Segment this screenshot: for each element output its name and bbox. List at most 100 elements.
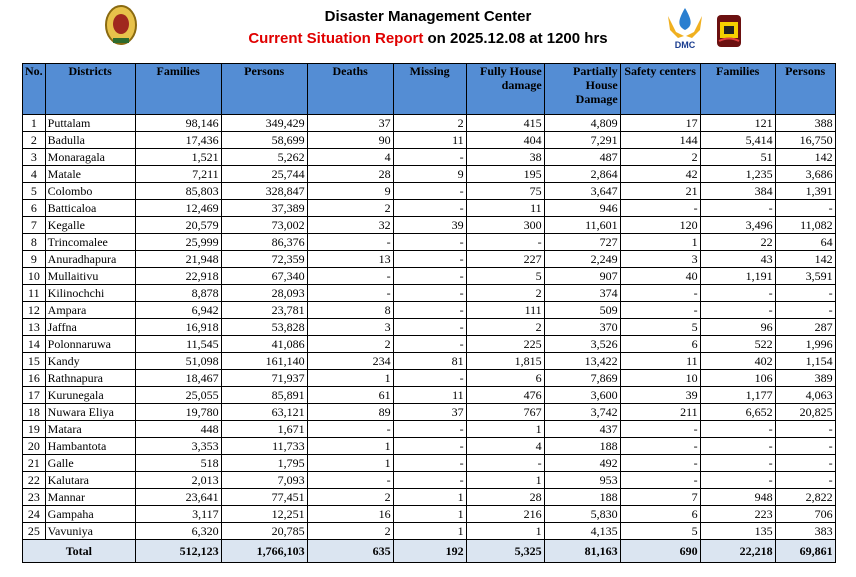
- table-cell: 1,815: [465, 352, 545, 370]
- column-header: Families: [134, 63, 222, 115]
- table-cell: 16,750: [774, 131, 836, 149]
- sri-lanka-emblem-icon: [105, 5, 137, 45]
- table-cell: 21: [619, 182, 701, 200]
- table-row: 1 Puttalam 98,146 349,429 37 2 415 4,809 17 121 38…: [22, 114, 836, 132]
- table-cell: 225: [465, 335, 545, 353]
- table-cell: 2: [619, 148, 701, 166]
- table-row: 3 Monaragala 1,521 5,262 4-38 487 2 51 142: [22, 148, 836, 166]
- table-cell: 106: [699, 369, 776, 387]
- district-name: Puttalam: [44, 114, 136, 132]
- table-row: 7 Kegalle 20,579 73,002 32 39 300 11,601 120 3,49…: [22, 216, 836, 234]
- table-cell: -: [465, 233, 545, 251]
- table-cell: 19,780: [134, 403, 222, 421]
- row-number: 9: [22, 250, 46, 268]
- table-cell: 1,521: [134, 148, 222, 166]
- table-cell: 727: [543, 233, 621, 251]
- table-cell: -: [392, 335, 467, 353]
- table-cell: 135: [699, 522, 776, 540]
- table-cell: 90: [306, 131, 394, 149]
- table-cell: 404: [465, 131, 545, 149]
- table-cell: 142: [774, 148, 836, 166]
- table-cell: 3,353: [134, 437, 222, 455]
- table-cell: 2: [465, 284, 545, 302]
- row-number: 12: [22, 301, 46, 319]
- total-label: Total: [22, 539, 136, 563]
- table-cell: 2: [306, 522, 394, 540]
- table-header-row: No. Districts Families Persons Deaths Missing…: [22, 63, 836, 115]
- table-cell: 86,376: [220, 233, 308, 251]
- table-cell: 7: [619, 488, 701, 506]
- table-cell: 5,830: [543, 505, 621, 523]
- total-cell: 5,325: [465, 539, 545, 563]
- district-name: Batticaloa: [44, 199, 136, 217]
- table-cell: 7,093: [220, 471, 308, 489]
- table-cell: 328,847: [220, 182, 308, 200]
- table-cell: 487: [543, 148, 621, 166]
- table-cell: 223: [699, 505, 776, 523]
- table-cell: 476: [465, 386, 545, 404]
- table-cell: 16,918: [134, 318, 222, 336]
- table-cell: 28: [465, 488, 545, 506]
- column-header: No.: [22, 63, 46, 115]
- table-cell: 3,647: [543, 182, 621, 200]
- district-name: Kurunegala: [44, 386, 136, 404]
- table-cell: -: [774, 471, 836, 489]
- table-cell: 767: [465, 403, 545, 421]
- row-number: 8: [22, 233, 46, 251]
- row-number: 4: [22, 165, 46, 183]
- table-cell: -: [392, 471, 467, 489]
- table-cell: 1: [465, 471, 545, 489]
- table-cell: 287: [774, 318, 836, 336]
- table-cell: 63,121: [220, 403, 308, 421]
- table-cell: 12,469: [134, 199, 222, 217]
- table-cell: 144: [619, 131, 701, 149]
- table-cell: -: [392, 318, 467, 336]
- table-cell: 13: [306, 250, 394, 268]
- district-name: Badulla: [44, 131, 136, 149]
- table-cell: 72,359: [220, 250, 308, 268]
- row-number: 13: [22, 318, 46, 336]
- row-number: 24: [22, 505, 46, 523]
- row-number: 10: [22, 267, 46, 285]
- table-cell: 89: [306, 403, 394, 421]
- table-cell: 1: [392, 522, 467, 540]
- table-row: 11 Kilinochchi 8,878 28,093- -2 374- - -: [22, 284, 836, 302]
- district-name: Mannar: [44, 488, 136, 506]
- table-cell: 3: [306, 318, 394, 336]
- table-row: 20 Hambantota 3,353 11,733 1-4 188- - -: [22, 437, 836, 455]
- table-cell: 58,699: [220, 131, 308, 149]
- table-cell: -: [392, 284, 467, 302]
- table-cell: 1: [392, 505, 467, 523]
- table-cell: 77,451: [220, 488, 308, 506]
- row-number: 7: [22, 216, 46, 234]
- table-cell: 1,671: [220, 420, 308, 438]
- table-cell: 1: [465, 420, 545, 438]
- table-cell: 384: [699, 182, 776, 200]
- table-cell: -: [774, 284, 836, 302]
- row-number: 3: [22, 148, 46, 166]
- table-cell: 61: [306, 386, 394, 404]
- subtitle-date: on 2025.12.08 at 1200 hrs: [423, 30, 608, 47]
- table-cell: 16: [306, 505, 394, 523]
- table-cell: 6: [465, 369, 545, 387]
- district-name: Kilinochchi: [44, 284, 136, 302]
- table-cell: 1,391: [774, 182, 836, 200]
- table-row: 5 Colombo 85,803 328,847 9-75 3,647 21 384 1,391: [22, 182, 836, 200]
- table-cell: 20,785: [220, 522, 308, 540]
- table-cell: 195: [465, 165, 545, 183]
- table-cell: 2,822: [774, 488, 836, 506]
- table-cell: -: [699, 471, 776, 489]
- table-cell: -: [619, 454, 701, 472]
- table-cell: 96: [699, 318, 776, 336]
- report-subtitle: Current Situation Report on 2025.12.08 a…: [0, 30, 856, 47]
- table-row: 2 Badulla 17,436 58,699 90 11 404 7,291 144 5,414…: [22, 131, 836, 149]
- table-cell: -: [306, 284, 394, 302]
- table-cell: 64: [774, 233, 836, 251]
- table-cell: 28: [306, 165, 394, 183]
- table-cell: 11,733: [220, 437, 308, 455]
- table-cell: 53,828: [220, 318, 308, 336]
- district-name: Kandy: [44, 352, 136, 370]
- table-cell: 188: [543, 437, 621, 455]
- table-row: 23 Mannar 23,641 77,451 2 1 28 188 7 948 2,822: [22, 488, 836, 506]
- table-cell: -: [306, 267, 394, 285]
